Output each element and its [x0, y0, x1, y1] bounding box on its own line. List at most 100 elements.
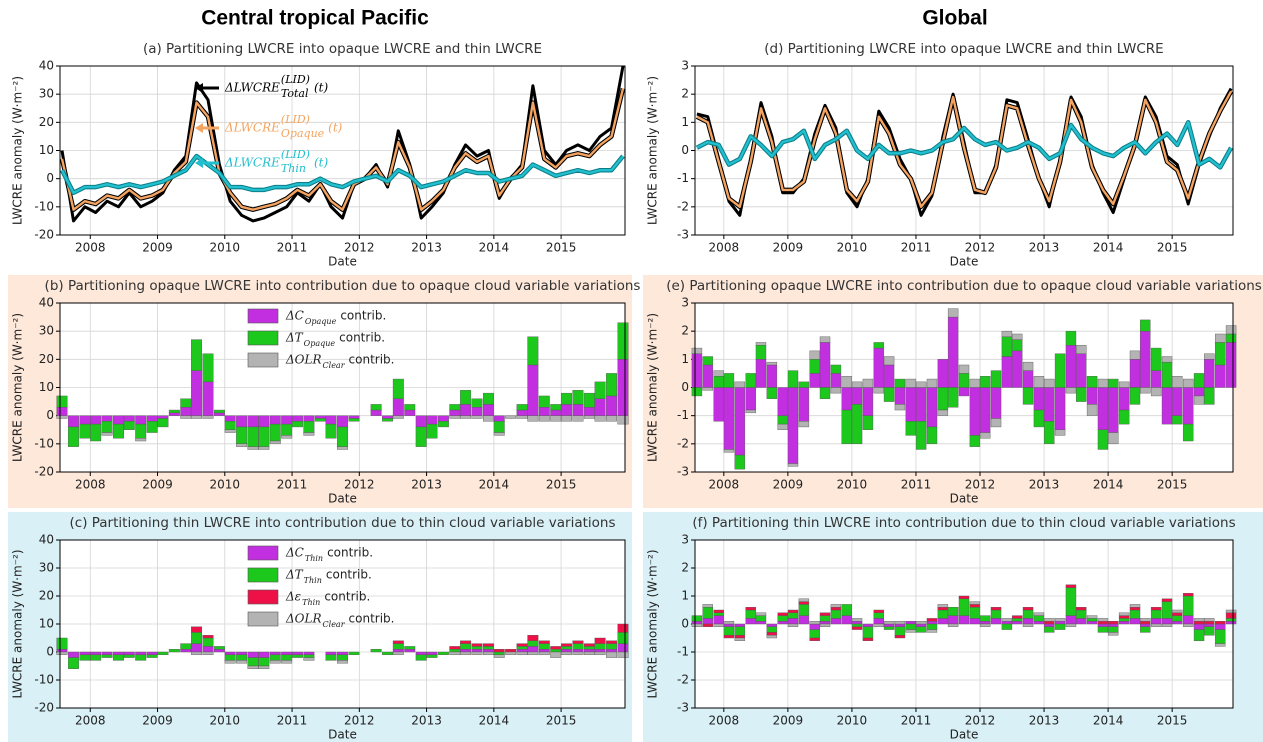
bar-segment	[851, 381, 863, 388]
bar-segment	[819, 342, 831, 388]
bar-segment	[1161, 601, 1173, 619]
bar-segment	[168, 649, 180, 653]
bar-segment	[745, 387, 756, 411]
bar-segment	[883, 356, 895, 366]
line	[60, 88, 625, 211]
bar-segment	[471, 649, 483, 653]
bar-segment	[862, 378, 874, 388]
bar-segment	[303, 651, 315, 655]
bar-segment	[883, 626, 895, 630]
bar-segment	[1065, 584, 1077, 588]
bar-segment	[734, 381, 746, 388]
bar-segment	[809, 359, 820, 374]
bar-segment	[1001, 330, 1013, 337]
bar-segment	[617, 623, 629, 633]
bar-segment	[337, 426, 348, 447]
bar-segment	[851, 623, 863, 627]
bar-segment	[291, 651, 303, 655]
y-tick-label: 30	[39, 87, 54, 101]
bar-segment	[734, 623, 746, 627]
bar-segment	[798, 421, 810, 428]
bar-segment	[1001, 618, 1013, 622]
bar-segment	[449, 404, 461, 411]
bar-segment	[90, 423, 102, 442]
bar-segment	[113, 651, 124, 655]
bar-segment	[505, 651, 517, 655]
bar-segment	[1214, 333, 1226, 343]
bar-segment	[493, 649, 505, 653]
bar-segment	[1075, 609, 1087, 619]
bar-segment	[348, 418, 360, 422]
y-tick-label: 40	[39, 533, 54, 547]
x-tick-label: 2010	[837, 241, 868, 255]
bar-segment	[1150, 618, 1162, 625]
bar-segment	[157, 418, 169, 428]
bar-segment	[1022, 623, 1034, 627]
bar-segment	[191, 415, 203, 419]
bar-segment	[538, 640, 550, 644]
y-tick-label: 40	[39, 296, 54, 310]
bar-segment	[404, 409, 416, 416]
legend-label: ΔLWCRE	[224, 121, 280, 135]
bar-segment	[471, 651, 483, 655]
bar-segment	[449, 646, 461, 650]
bar-segment	[1140, 319, 1151, 332]
bar-segment	[713, 387, 724, 422]
plot-frame	[694, 302, 1234, 473]
bar-segment	[691, 623, 703, 627]
bar-segment	[561, 415, 572, 422]
bar-segment	[382, 418, 394, 422]
bar-segment	[370, 409, 382, 416]
bar-segment	[1193, 387, 1205, 397]
bar-segment	[123, 651, 135, 655]
bar-segment	[1193, 618, 1205, 622]
bar-segment	[303, 657, 315, 661]
bar-segment	[67, 657, 79, 669]
bar-segment	[713, 623, 724, 627]
bar-segment	[482, 646, 494, 650]
bar-segment	[905, 387, 917, 422]
bar-segment	[915, 621, 927, 625]
x-axis-label: Date	[328, 728, 357, 742]
y-tick-label: 30	[39, 324, 54, 338]
bar-segment	[550, 409, 562, 416]
y-tick-label: -1	[677, 645, 689, 659]
bar-segment	[841, 604, 853, 616]
bar-segment	[862, 623, 874, 627]
bar-segment	[572, 651, 584, 655]
bar-segment	[1225, 612, 1237, 619]
x-tick-label: 2010	[837, 478, 868, 492]
bar-segment	[1097, 378, 1109, 388]
y-tick-label: 3	[681, 296, 689, 310]
bar-segment	[851, 626, 863, 630]
x-tick-label: 2013	[411, 478, 442, 492]
panel-title: (d) Partitioning LWCRE into opaque LWCRE…	[764, 41, 1163, 57]
bar-segment	[1086, 621, 1098, 625]
bar-segment	[905, 621, 917, 625]
bar-segment	[1129, 387, 1141, 405]
panel-title: (f) Partitioning thin LWCRE into contrib…	[692, 515, 1235, 531]
bar-segment	[1065, 330, 1077, 346]
bar-segment	[1108, 626, 1119, 633]
bar-segment	[1150, 387, 1162, 397]
y-tick-label: -20	[34, 465, 54, 479]
bar-segment	[787, 387, 799, 464]
bar-segment	[1129, 609, 1141, 619]
bar-segment	[281, 435, 293, 439]
bar-segment	[819, 615, 831, 622]
y-tick-label: -1	[677, 408, 689, 422]
bar-segment	[101, 421, 113, 433]
bar-segment	[1204, 618, 1215, 622]
bar-segment	[180, 398, 192, 408]
bar-segment	[337, 415, 348, 428]
bar-segment	[493, 651, 505, 655]
bar-segment	[777, 415, 788, 425]
legend-label: ΔLWCRE	[224, 81, 280, 95]
bar-segment	[404, 649, 416, 653]
y-tick-label: -10	[34, 436, 54, 450]
bar-segment	[798, 387, 810, 422]
bar-segment	[281, 660, 293, 664]
legend-swatch	[247, 545, 279, 561]
bar-segment	[135, 654, 147, 661]
bar-segment	[841, 409, 853, 445]
